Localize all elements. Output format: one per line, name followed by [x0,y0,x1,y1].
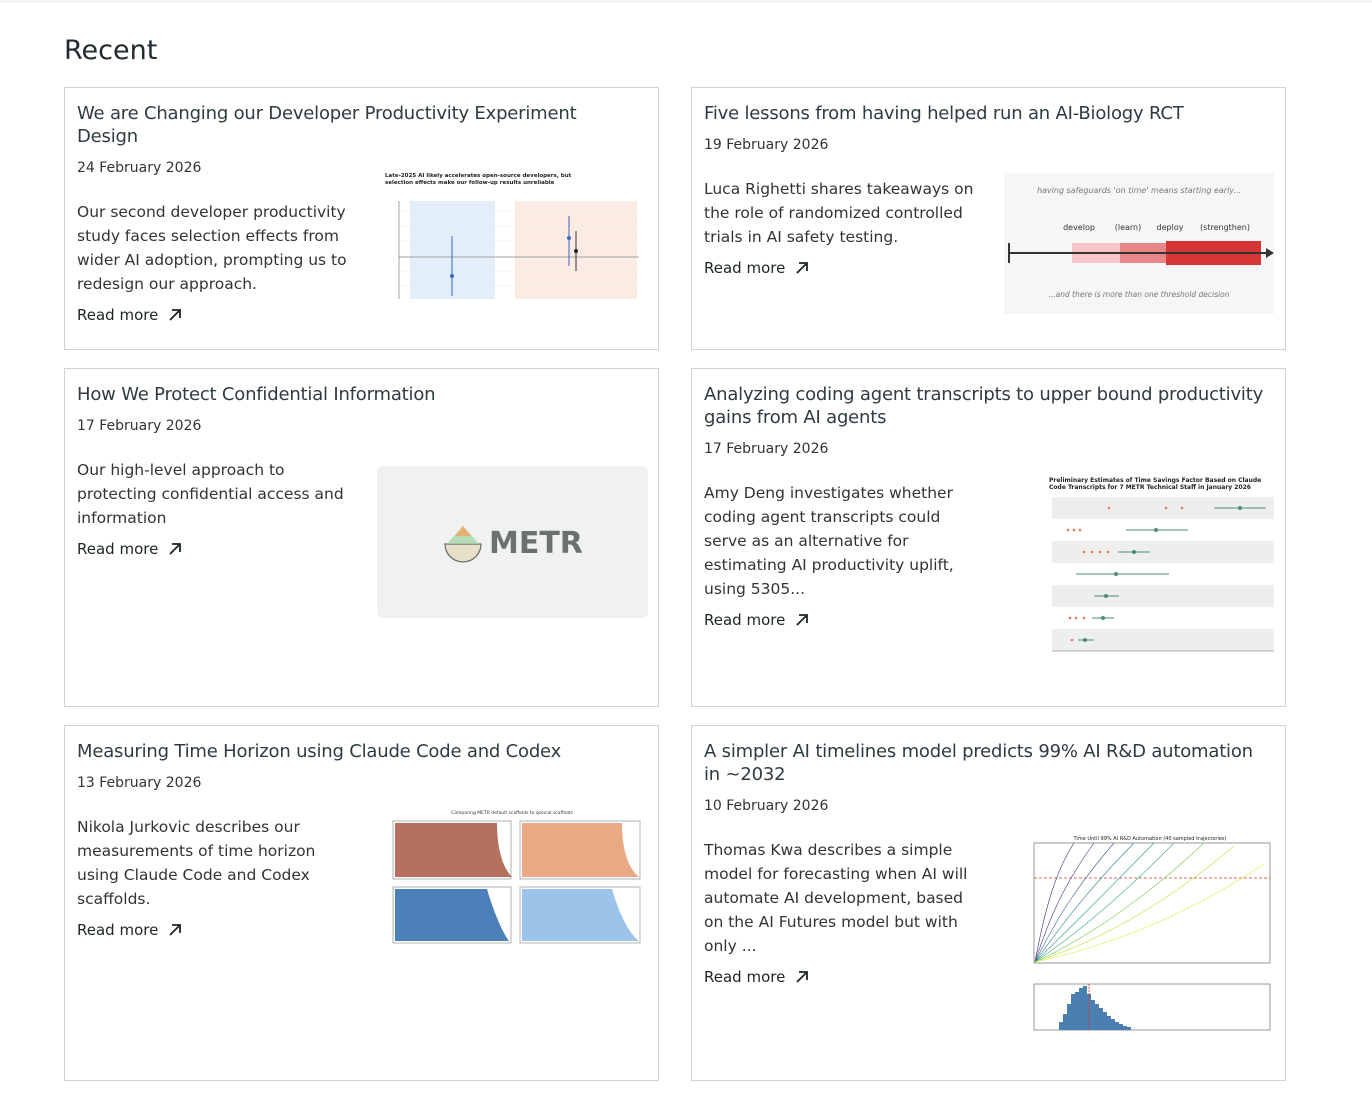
card-date: 13 February 2026 [77,775,202,791]
read-more-link[interactable]: Read more [77,303,182,327]
card-date: 17 February 2026 [77,418,202,434]
thumbnail-label: (strengthen) [1200,223,1250,232]
thumbnail-title: Comparing METR default scaffolds to spec… [451,810,573,816]
card-text: How We Protect Confidential Information … [77,383,637,561]
card-date: 19 February 2026 [704,137,829,153]
card-description: Our second developer productivity study … [77,203,347,293]
card-text: Five lessons from having helped run an A… [704,102,1264,280]
thumbnail-label: (learn) [1115,223,1142,232]
card-title[interactable]: Five lessons from having helped run an A… [704,103,1184,124]
post-thumbnail: having safeguards 'on time' means starti… [1004,173,1274,314]
card-text: Analyzing coding agent transcripts to up… [704,383,1264,632]
card-title[interactable]: A simpler AI timelines model predicts 99… [704,741,1253,785]
post-card[interactable]: Measuring Time Horizon using Claude Code… [64,725,659,1081]
card-date: 17 February 2026 [704,441,829,457]
arrow-icon [169,543,182,555]
logo-text: METR [489,526,583,561]
post-card[interactable]: Five lessons from having helped run an A… [691,87,1286,350]
post-thumbnail: Comparing METR default scaffolds to spec… [377,807,648,957]
link-text: Read more [77,921,159,939]
arrow-icon [796,971,809,983]
card-description: Our high-level approach to protecting co… [77,461,344,527]
read-more-link[interactable]: Read more [704,256,809,280]
link-text: Read more [704,259,786,277]
thumbnail-caption: ...and there is more than one threshold … [1049,290,1230,299]
card-title[interactable]: Measuring Time Horizon using Claude Code… [77,741,562,762]
link-text: Read more [704,611,786,629]
post-card[interactable]: Analyzing coding agent transcripts to up… [691,368,1286,707]
thumbnail-title: Time Until 99% AI R&D Automation (40 sam… [1073,836,1227,842]
card-description: Nikola Jurkovic describes our measuremen… [77,818,316,908]
post-card[interactable]: A simpler AI timelines model predicts 99… [691,725,1286,1081]
thumbnail-title: having safeguards 'on time' means starti… [1037,186,1241,195]
post-thumbnail: METR [377,466,648,618]
thumbnail-title: Preliminary Estimates of Time Savings Fa… [1049,477,1262,491]
post-thumbnail: Preliminary Estimates of Time Savings Fa… [1004,476,1276,669]
read-more-link[interactable]: Read more [704,965,809,989]
post-card[interactable]: How We Protect Confidential Information … [64,368,659,707]
card-date: 24 February 2026 [77,160,202,176]
card-title[interactable]: We are Changing our Developer Productivi… [77,103,577,147]
thumbnail-label: develop [1063,223,1095,232]
card-title[interactable]: How We Protect Confidential Information [77,384,436,405]
link-text: Read more [704,968,786,986]
read-more-link[interactable]: Read more [704,608,809,632]
arrow-icon [169,924,182,936]
card-description: Luca Righetti shares takeaways on the ro… [704,180,974,246]
card-text: We are Changing our Developer Productivi… [77,102,637,327]
card-date: 10 February 2026 [704,798,829,814]
card-description: Thomas Kwa describes a simple model for … [704,841,968,955]
arrow-icon [169,309,182,321]
link-text: Read more [77,306,159,324]
arrow-icon [796,262,809,274]
thumbnail-title: Late-2025 AI likely accelerates open-sou… [385,173,572,186]
card-title[interactable]: Analyzing coding agent transcripts to up… [704,384,1264,428]
card-description: Amy Deng investigates whether coding age… [704,484,954,598]
read-more-link[interactable]: Read more [77,537,182,561]
post-thumbnail: Time Until 99% AI R&D Automation (40 sam… [1004,834,1272,1043]
thumbnail-label: deploy [1157,223,1184,232]
read-more-link[interactable]: Read more [77,918,182,942]
card-text: Measuring Time Horizon using Claude Code… [77,740,637,942]
arrow-icon [796,614,809,626]
post-card[interactable]: We are Changing our Developer Productivi… [64,87,659,350]
card-text: A simpler AI timelines model predicts 99… [704,740,1264,989]
link-text: Read more [77,540,159,558]
top-bar [0,0,1372,3]
post-thumbnail: Late-2025 AI likely accelerates open-sou… [377,171,648,311]
section-heading: Recent [64,35,158,66]
